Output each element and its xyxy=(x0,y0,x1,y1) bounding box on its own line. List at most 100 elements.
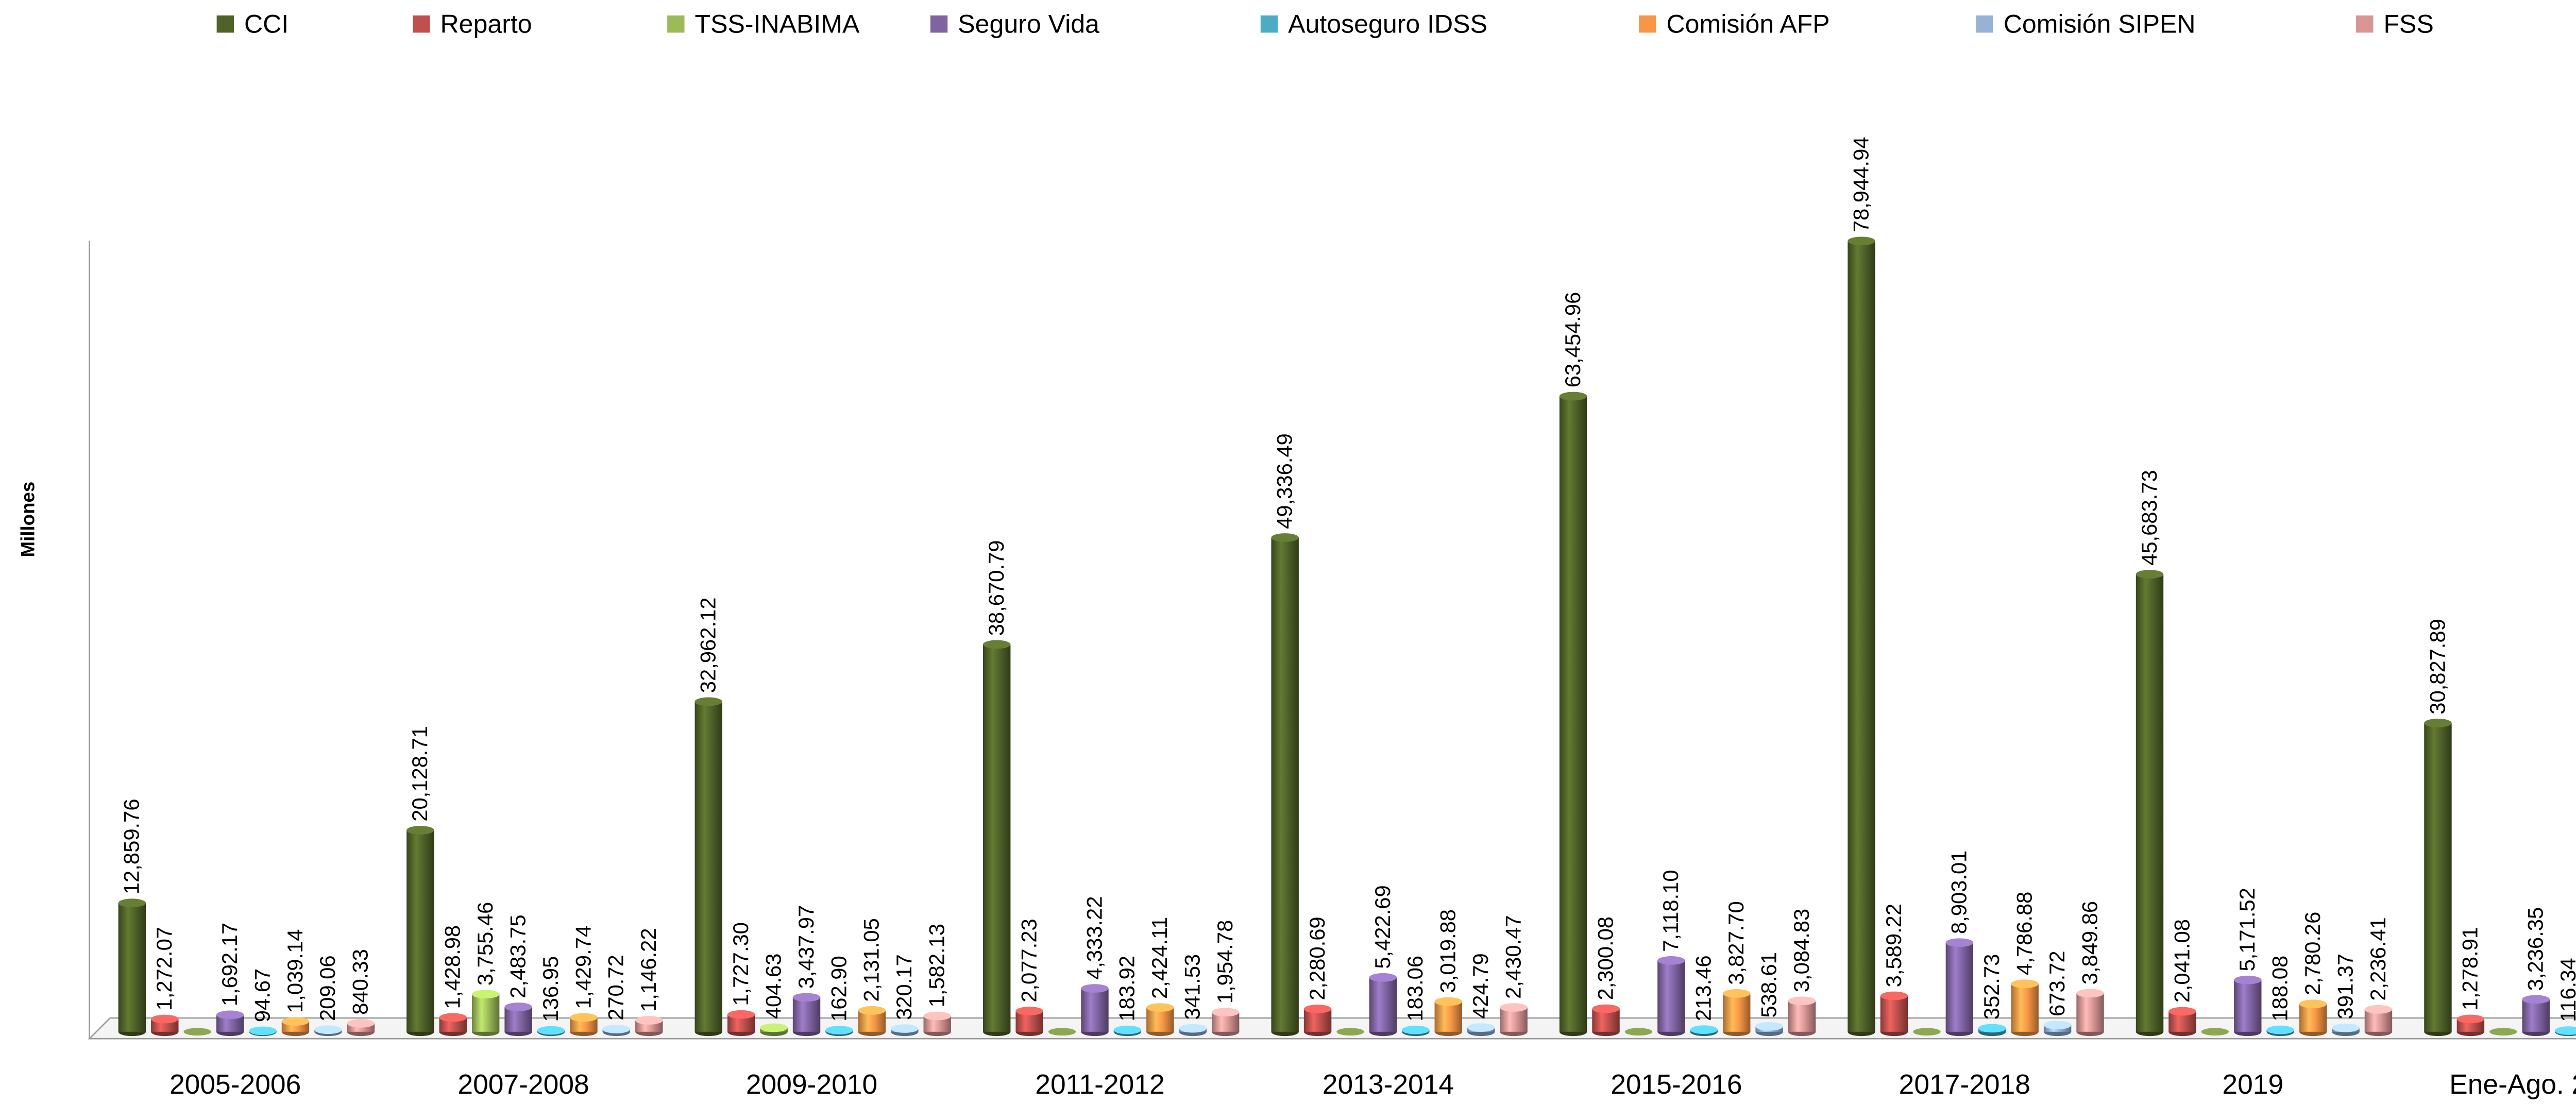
bar-cap xyxy=(602,1025,631,1033)
bar-cap xyxy=(2332,1023,2360,1032)
x-tick-label: 2017-2018 xyxy=(1899,1069,2030,1100)
bar-cap xyxy=(2234,975,2262,984)
bar-cap xyxy=(1723,989,1751,998)
legend-label: Comisión AFP xyxy=(1667,9,1830,38)
bar-cap xyxy=(471,990,500,999)
bar xyxy=(1271,537,1299,1032)
bar-cap xyxy=(1690,1025,1718,1034)
value-label: 20,128.71 xyxy=(408,726,432,822)
bar-cap xyxy=(2424,719,2452,727)
value-label: 1,582.13 xyxy=(925,924,949,1007)
empty-base xyxy=(1048,1028,1076,1036)
bar xyxy=(2136,574,2164,1032)
bar xyxy=(1559,396,1587,1032)
bar-cap xyxy=(1434,997,1462,1006)
value-label: 2,483.75 xyxy=(505,914,530,998)
bar-cap xyxy=(1081,984,1109,993)
empty-base xyxy=(1336,1028,1364,1036)
bar-cap xyxy=(1113,1025,1142,1034)
bar xyxy=(1848,241,1875,1032)
value-label: 320.17 xyxy=(892,954,916,1020)
bar-cap xyxy=(1500,1003,1528,1012)
bar xyxy=(1880,996,1908,1032)
bar xyxy=(792,997,821,1032)
bar-cap xyxy=(151,1014,179,1024)
legend-label: Comisión SIPEN xyxy=(2004,9,2196,38)
bar-cap xyxy=(504,1003,532,1011)
bar-cap xyxy=(2011,979,2039,989)
bar-cap xyxy=(1467,1023,1495,1032)
value-label: 3,437.97 xyxy=(794,905,818,989)
bar-cap xyxy=(1369,973,1397,982)
bar-cap xyxy=(1271,533,1299,542)
value-label: 3,849.86 xyxy=(2077,901,2102,984)
bar xyxy=(1081,988,1109,1032)
legend-label: CCI xyxy=(244,9,289,38)
value-label: 352.73 xyxy=(1979,954,2004,1020)
bar-cap xyxy=(249,1026,277,1035)
value-label: 136.95 xyxy=(538,956,563,1022)
bar-cap xyxy=(216,1010,244,1020)
bar xyxy=(2011,983,2039,1032)
value-label: 1,146.22 xyxy=(636,928,660,1011)
value-label: 45,683.73 xyxy=(2137,470,2161,566)
bar-cap xyxy=(1592,1004,1620,1013)
value-label: 2,077.23 xyxy=(1016,919,1041,1002)
value-label: 116.34 xyxy=(2556,958,2576,1022)
bar xyxy=(983,644,1011,1032)
bar-cap xyxy=(2364,1005,2393,1014)
value-label: 188.08 xyxy=(2268,956,2292,1022)
value-label: 2,430.47 xyxy=(1501,915,1525,998)
bar-cap xyxy=(2043,1021,2072,1030)
value-label: 673.72 xyxy=(2045,950,2069,1016)
legend-swatch xyxy=(413,15,430,33)
value-label: 1,272.07 xyxy=(152,927,176,1010)
value-label: 404.63 xyxy=(761,954,785,1020)
bar-cap xyxy=(2168,1007,2196,1016)
empty-base xyxy=(183,1028,211,1036)
legend-label: Reparto xyxy=(440,9,532,38)
bar-cap xyxy=(635,1016,663,1025)
value-label: 1,428.98 xyxy=(440,925,465,1009)
bar-cap xyxy=(1402,1025,1430,1034)
legend-label: TSS-INABIMA xyxy=(695,9,860,38)
x-tick-label: Ene-Ago. 2020 xyxy=(2449,1069,2576,1100)
bar xyxy=(118,903,146,1032)
value-label: 3,755.46 xyxy=(473,902,497,986)
value-label: 5,422.69 xyxy=(1370,885,1395,969)
legend-swatch xyxy=(1639,15,1656,33)
value-label: 5,171.52 xyxy=(2235,888,2259,971)
value-label: 2,424.11 xyxy=(1147,917,1172,999)
legend-swatch xyxy=(2356,15,2374,33)
bar-cap xyxy=(858,1006,886,1015)
value-label: 3,827.70 xyxy=(1724,901,1748,984)
legend-swatch xyxy=(930,15,948,33)
value-label: 1,727.30 xyxy=(728,922,753,1006)
bar-cap xyxy=(694,697,722,706)
bar-cap xyxy=(1179,1024,1207,1033)
bar-cap xyxy=(439,1013,467,1022)
value-label: 78,944.94 xyxy=(1849,137,1873,233)
legend-swatch xyxy=(1260,15,1278,33)
empty-base xyxy=(1624,1028,1653,1036)
bar xyxy=(1945,942,1974,1032)
value-label: 94.67 xyxy=(250,969,274,1022)
bar-cap xyxy=(2554,1026,2576,1035)
empty-base xyxy=(2201,1028,2229,1036)
value-label: 63,454.96 xyxy=(1561,292,1585,388)
value-label: 2,280.69 xyxy=(1305,916,1329,1000)
bar-cap xyxy=(2076,989,2104,998)
value-label: 840.33 xyxy=(348,949,372,1015)
value-label: 4,333.22 xyxy=(1082,896,1106,979)
bar-cap xyxy=(2456,1014,2485,1024)
value-label: 213.46 xyxy=(1691,955,1716,1021)
value-label: 424.79 xyxy=(1468,953,1493,1019)
value-label: 3,019.88 xyxy=(1436,909,1460,993)
bar-cap xyxy=(825,1026,853,1034)
value-label: 1,692.17 xyxy=(217,923,242,1006)
bar xyxy=(1369,977,1397,1032)
bar-cap xyxy=(1211,1008,1240,1017)
x-tick-label: 2005-2006 xyxy=(170,1069,301,1100)
bar-cap xyxy=(1559,392,1587,401)
